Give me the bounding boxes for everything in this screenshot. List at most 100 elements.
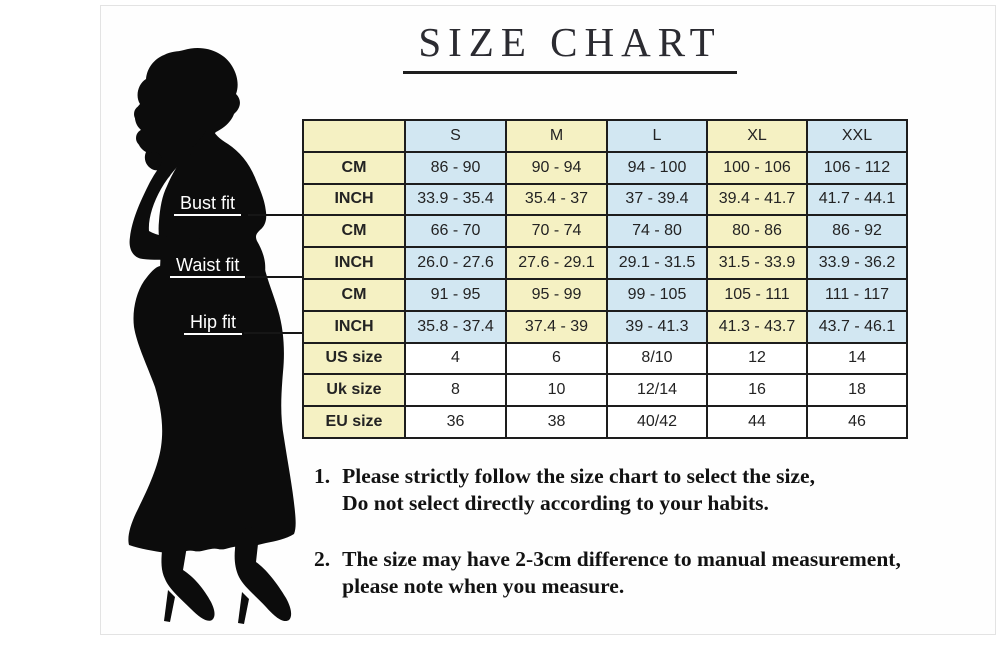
row-label-cell: Uk size [302,373,406,408]
size-value-cell: 35.8 - 37.4 [404,309,507,344]
size-value-cell: 10 [505,373,608,408]
size-column-header: XL [706,119,808,153]
size-value-cell: 33.9 - 35.4 [404,182,507,217]
row-label-cell: INCH [302,309,406,344]
silhouette-arm [129,140,206,260]
note-1-line-1: Please strictly follow the size chart to… [342,464,815,488]
size-value-cell: 41.3 - 43.7 [706,309,808,344]
size-value-cell: 8/10 [606,341,708,376]
size-value-cell: 37.4 - 39 [505,309,608,344]
size-column-header: XXL [806,119,908,153]
silhouette-hair-curl [146,152,162,168]
silhouette-left-heel [164,590,175,622]
table-corner-cell [302,119,406,153]
size-value-cell: 29.1 - 31.5 [606,246,708,280]
size-value-cell: 27.6 - 29.1 [505,246,608,280]
size-table-row-hip: CM 91 - 95 95 - 99 99 - 105 105 - 111 111 - 1… [302,277,908,312]
size-value-cell: 80 - 86 [706,214,808,249]
note-1-line-2: Do not select directly according to your… [342,491,769,515]
silhouette-right-heel [238,592,249,624]
silhouette-hair-curl [142,81,160,99]
hip-fit-line [244,332,303,334]
size-value-cell: 106 - 112 [806,150,908,185]
size-table-row-hip: INCH 35.8 - 37.4 37.4 - 39 39 - 41.3 41.3 - … [302,309,908,344]
hip-fit-label: Hip fit [184,312,243,335]
size-value-cell: 4 [404,341,507,376]
bust-fit-line [248,214,303,216]
size-value-cell: 16 [706,373,808,408]
size-value-cell: 46 [806,405,908,439]
size-value-cell: 99 - 105 [606,277,708,312]
note-1-text: Please strictly follow the size chart to… [342,463,815,517]
size-value-cell: 33.9 - 36.2 [806,246,908,280]
size-value-cell: 38 [505,405,608,439]
size-value-cell: 91 - 95 [404,277,507,312]
size-value-cell: 39.4 - 41.7 [706,182,808,217]
note-2-number: 2. [314,547,331,571]
waist-fit-label: Waist fit [170,255,246,278]
woman-silhouette [128,47,296,624]
size-value-cell: 12/14 [606,373,708,408]
size-value-cell: 100 - 106 [706,150,808,185]
size-value-cell: 14 [806,341,908,376]
size-value-cell: 43.7 - 46.1 [806,309,908,344]
row-label-cell: CM [302,150,406,185]
size-value-cell: 40/42 [606,405,708,439]
row-label-cell: INCH [302,246,406,280]
size-value-cell: 70 - 74 [505,214,608,249]
size-table-row-waist: INCH 26.0 - 27.6 27.6 - 29.1 29.1 - 31.5 31.… [302,246,908,280]
page-title: SIZE CHART [403,18,737,74]
silhouette-left-leg-shoe [161,538,215,621]
silhouette-hair [134,47,240,171]
size-column-header: L [606,119,708,153]
row-label-cell: EU size [302,405,406,439]
size-table-header-row: S M L XL XXL [302,119,908,153]
silhouette-skirt [128,266,296,554]
size-value-cell: 86 - 90 [404,150,507,185]
size-value-cell: 8 [404,373,507,408]
row-label-cell: CM [302,277,406,312]
size-value-cell: 6 [505,341,608,376]
size-table-row-waist: CM 66 - 70 70 - 74 74 - 80 80 - 86 86 - 92 [302,214,908,249]
note-2-text: The size may have 2-3cm difference to ma… [342,546,901,600]
note-2-line-1: The size may have 2-3cm difference to ma… [342,547,901,571]
size-value-cell: 37 - 39.4 [606,182,708,217]
size-table-row-bust: CM 86 - 90 90 - 94 94 - 100 100 - 106 106 - 1… [302,150,908,185]
size-value-cell: 95 - 99 [505,277,608,312]
size-value-cell: 18 [806,373,908,408]
size-value-cell: 74 - 80 [606,214,708,249]
bust-fit-label: Bust fit [174,193,242,216]
size-value-cell: 36 [404,405,507,439]
row-label-cell: US size [302,341,406,376]
size-value-cell: 12 [706,341,808,376]
note-2: 2. The size may have 2-3cm difference to… [314,546,901,600]
silhouette-hair-curl [134,105,152,123]
size-value-cell: 90 - 94 [505,150,608,185]
size-value-cell: 94 - 100 [606,150,708,185]
size-value-cell: 41.7 - 44.1 [806,182,908,217]
note-2-line-2: please note when you measure. [342,574,625,598]
silhouette-right-leg-shoe [234,526,292,622]
silhouette-hair-curl [136,129,154,147]
size-table: S M L XL XXL CM 86 - 90 90 - 94 94 - 100 100 - 10… [302,119,908,439]
size-value-cell: 86 - 92 [806,214,908,249]
size-column-header: S [404,119,507,153]
note-1: 1. Please strictly follow the size chart… [314,463,815,517]
waist-fit-line [246,276,303,278]
size-value-cell: 31.5 - 33.9 [706,246,808,280]
size-value-cell: 66 - 70 [404,214,507,249]
row-label-cell: CM [302,214,406,249]
size-table-row-size: US size 4 6 8/10 12 14 [302,341,908,376]
size-value-cell: 35.4 - 37 [505,182,608,217]
note-1-number: 1. [314,464,331,488]
size-table-row-bust: INCH 33.9 - 35.4 35.4 - 37 37 - 39.4 39.4 - … [302,182,908,217]
size-value-cell: 44 [706,405,808,439]
size-value-cell: 39 - 41.3 [606,309,708,344]
size-value-cell: 111 - 117 [806,277,908,312]
size-table-row-size: Uk size 8 10 12/14 16 18 [302,373,908,408]
size-value-cell: 26.0 - 27.6 [404,246,507,280]
size-column-header: M [505,119,608,153]
size-value-cell: 105 - 111 [706,277,808,312]
row-label-cell: INCH [302,182,406,217]
